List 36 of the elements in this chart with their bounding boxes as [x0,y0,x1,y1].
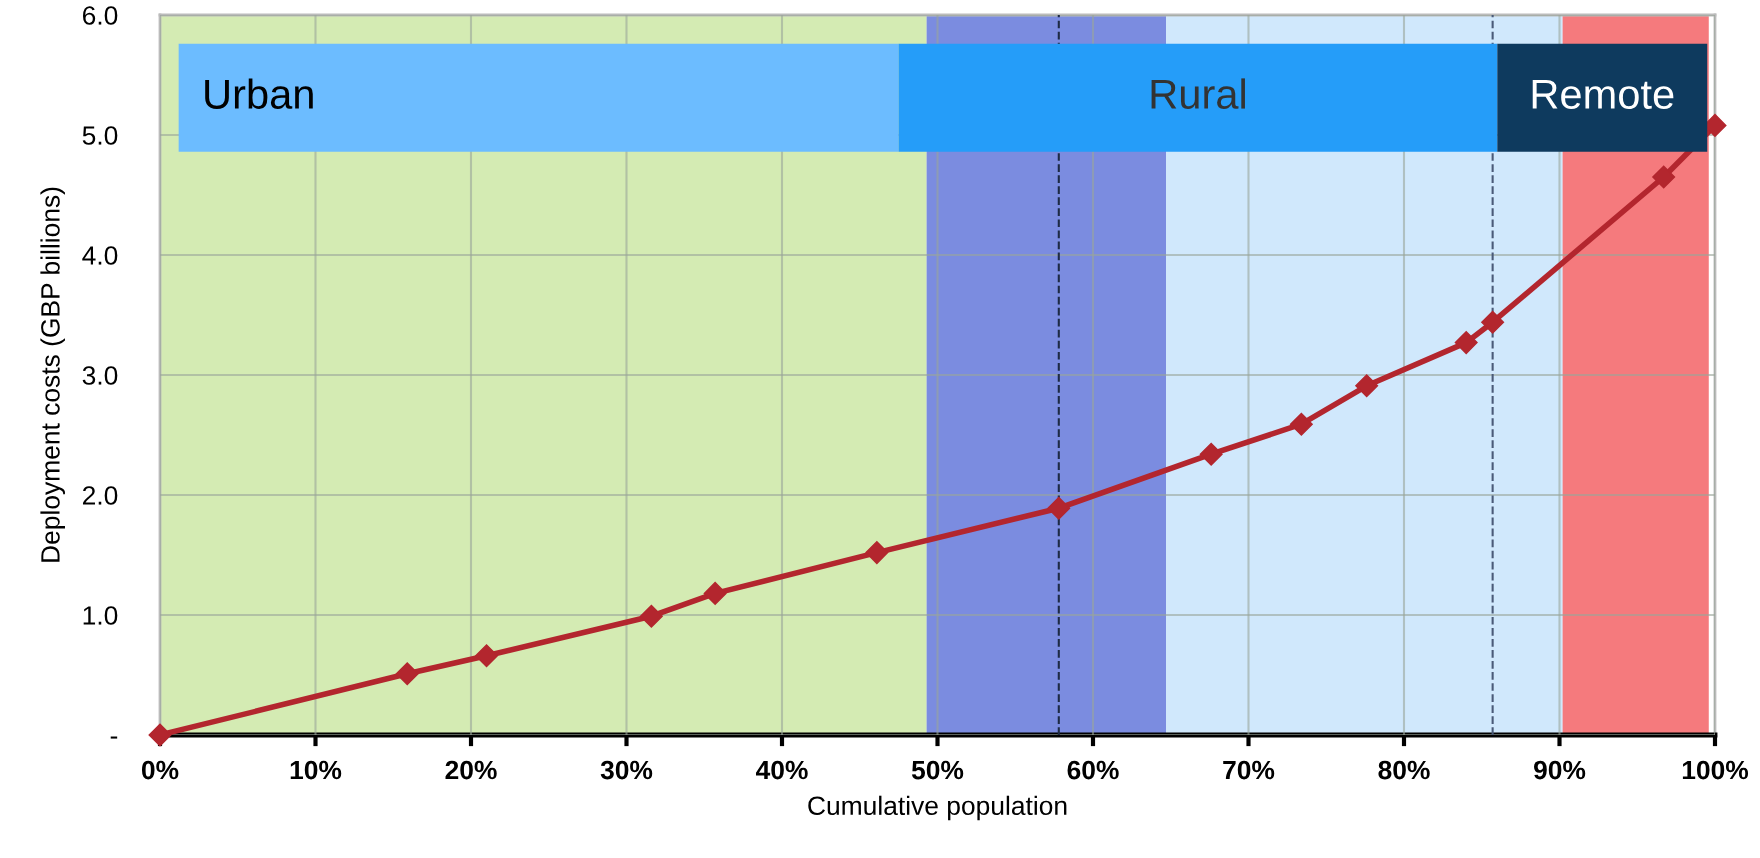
x-tick-label: 30% [600,760,653,780]
point [395,662,419,686]
annotation: Urban [205,78,313,109]
y-tick-label: 6.0 [82,6,118,25]
x-tick-label: 90% [1534,760,1586,780]
x-tick-label: 10% [290,760,342,780]
y-tick-label: 5.0 [82,126,118,145]
point [1454,331,1478,355]
x-tick-label: 100% [1682,760,1749,780]
x-tick-label: 0% [141,760,179,780]
y-tick-label: 4.0 [82,246,118,265]
x-tick-label: 60% [1067,760,1119,780]
point [1481,310,1505,334]
point [1652,165,1676,189]
x-tick-label: 70% [1223,760,1275,780]
x-tick-label: 40% [755,760,808,780]
y-tick-label: - [110,736,118,739]
point [475,644,499,668]
y-tick-label: 3.0 [82,366,118,385]
point [148,723,172,747]
point [639,604,663,628]
annotation: Remote [1532,79,1674,109]
annotation: Rural [1151,78,1245,109]
x-tick-label: 80% [1378,760,1430,780]
point [1199,442,1223,466]
point [703,581,727,605]
x-axis-title: Cumulative population [808,795,1067,821]
y-tick-label: 2.0 [82,486,118,505]
y-tick-label: 1.0 [83,606,118,625]
point [865,541,889,565]
point [1355,374,1379,398]
x-tick-label: 20% [445,760,497,780]
point [1289,412,1313,436]
point [1047,496,1071,520]
y-axis-title: Deployment costs (GBP billions) [40,187,65,562]
x-tick-label: 50% [911,760,964,780]
